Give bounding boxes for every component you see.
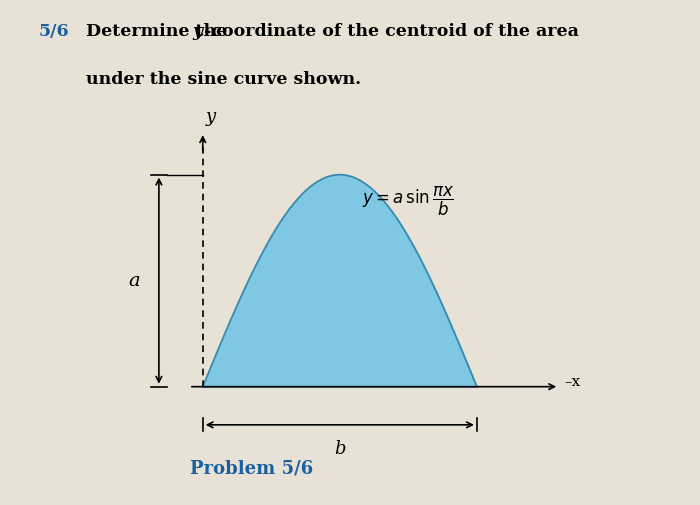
Text: $y = a\,\mathrm{sin}\,\dfrac{\pi x}{b}$: $y = a\,\mathrm{sin}\,\dfrac{\pi x}{b}$ [362,185,454,219]
Text: -coordinate of the centroid of the area: -coordinate of the centroid of the area [204,23,579,40]
Text: y: y [206,108,216,126]
Text: under the sine curve shown.: under the sine curve shown. [86,71,361,88]
Text: 5/6: 5/6 [38,23,69,40]
Text: Determine the: Determine the [86,23,233,40]
Text: a: a [128,272,140,290]
Text: b: b [334,440,346,458]
Text: Problem 5/6: Problem 5/6 [190,459,314,477]
Text: y: y [193,23,202,40]
Text: –x: –x [565,375,581,389]
